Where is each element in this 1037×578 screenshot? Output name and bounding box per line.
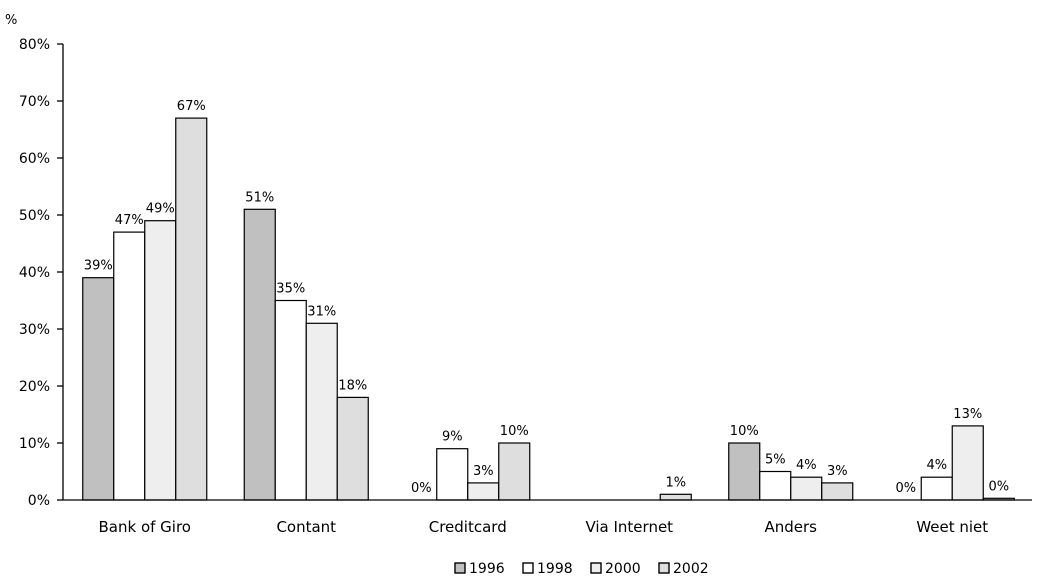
data-label: 9%: [442, 430, 463, 445]
data-label: 4%: [926, 458, 947, 473]
data-label: 47%: [115, 213, 144, 228]
x-category-label: Weet niet: [916, 518, 988, 536]
x-category-label: Via Internet: [585, 518, 673, 536]
data-label: 0%: [988, 479, 1009, 494]
data-label: 10%: [500, 424, 529, 439]
y-unit-label: %: [5, 13, 17, 28]
y-tick-label: 40%: [19, 265, 50, 281]
bar: [759, 470, 792, 501]
data-label: 5%: [765, 453, 786, 468]
y-tick-label: 60%: [19, 151, 50, 167]
y-tick-label: 80%: [19, 37, 50, 53]
bar: [467, 482, 500, 501]
y-tick-label: 50%: [19, 208, 50, 224]
bar: [305, 322, 338, 501]
bar: [274, 299, 307, 501]
data-label: 0%: [895, 481, 916, 496]
y-tick-label: 20%: [19, 379, 50, 395]
data-label: 13%: [953, 407, 982, 422]
legend-label: 1998: [537, 561, 573, 577]
legend: 1996 1998 2000 2002: [454, 561, 709, 577]
data-label: 51%: [245, 190, 274, 205]
data-labels: 39% 47%49% 67% 51% 35%31% 18% 0% 9% 3% 10% 1% 10% 5%…: [84, 99, 1009, 496]
x-category-label: Bank of Giro: [99, 518, 191, 536]
bar: [175, 117, 208, 501]
y-tick-label: 70%: [19, 94, 50, 110]
bar-series: [82, 117, 1015, 501]
data-label: 3%: [473, 464, 494, 479]
data-label: 35%: [276, 282, 305, 297]
legend-swatch: [454, 562, 466, 574]
x-category-label: Contant: [276, 518, 336, 536]
bar: [436, 448, 469, 501]
legend-swatch: [522, 562, 534, 574]
data-label: 10%: [730, 424, 759, 439]
bar: [336, 396, 369, 501]
bar: [659, 493, 692, 501]
x-category-label: Creditcard: [429, 518, 507, 536]
data-label: 18%: [338, 378, 367, 393]
data-label: 31%: [307, 304, 336, 319]
legend-swatch: [590, 562, 602, 574]
bar: [82, 277, 115, 501]
bar: [821, 482, 854, 501]
legend-label: 2000: [605, 561, 641, 577]
y-tick-label: 0%: [28, 493, 50, 509]
bar: [790, 476, 823, 501]
data-label: 0%: [411, 481, 432, 496]
bar: [243, 208, 276, 501]
bar: [144, 220, 177, 501]
legend-swatch: [658, 562, 670, 574]
y-tick-label: 30%: [19, 322, 50, 338]
data-label: 3%: [827, 464, 848, 479]
data-label: 67%: [177, 99, 206, 114]
data-label: 4%: [796, 458, 817, 473]
bar: [728, 442, 761, 501]
bar: [498, 442, 531, 501]
legend-label: 1996: [469, 561, 505, 577]
data-label: 39%: [84, 259, 113, 274]
bar: [951, 425, 984, 501]
data-label: 49%: [146, 202, 175, 217]
x-category-label: Anders: [765, 518, 818, 536]
y-axis: 0% 10% 20% 30% 40% 50% 60% 70% 80%: [19, 37, 64, 509]
bar: [113, 231, 146, 501]
data-label: 1%: [665, 475, 686, 490]
y-tick-label: 10%: [19, 436, 50, 452]
legend-label: 2002: [673, 561, 709, 577]
bar: [920, 476, 953, 501]
x-axis: Bank of Giro Contant Creditcard Via Interne…: [63, 499, 1032, 536]
